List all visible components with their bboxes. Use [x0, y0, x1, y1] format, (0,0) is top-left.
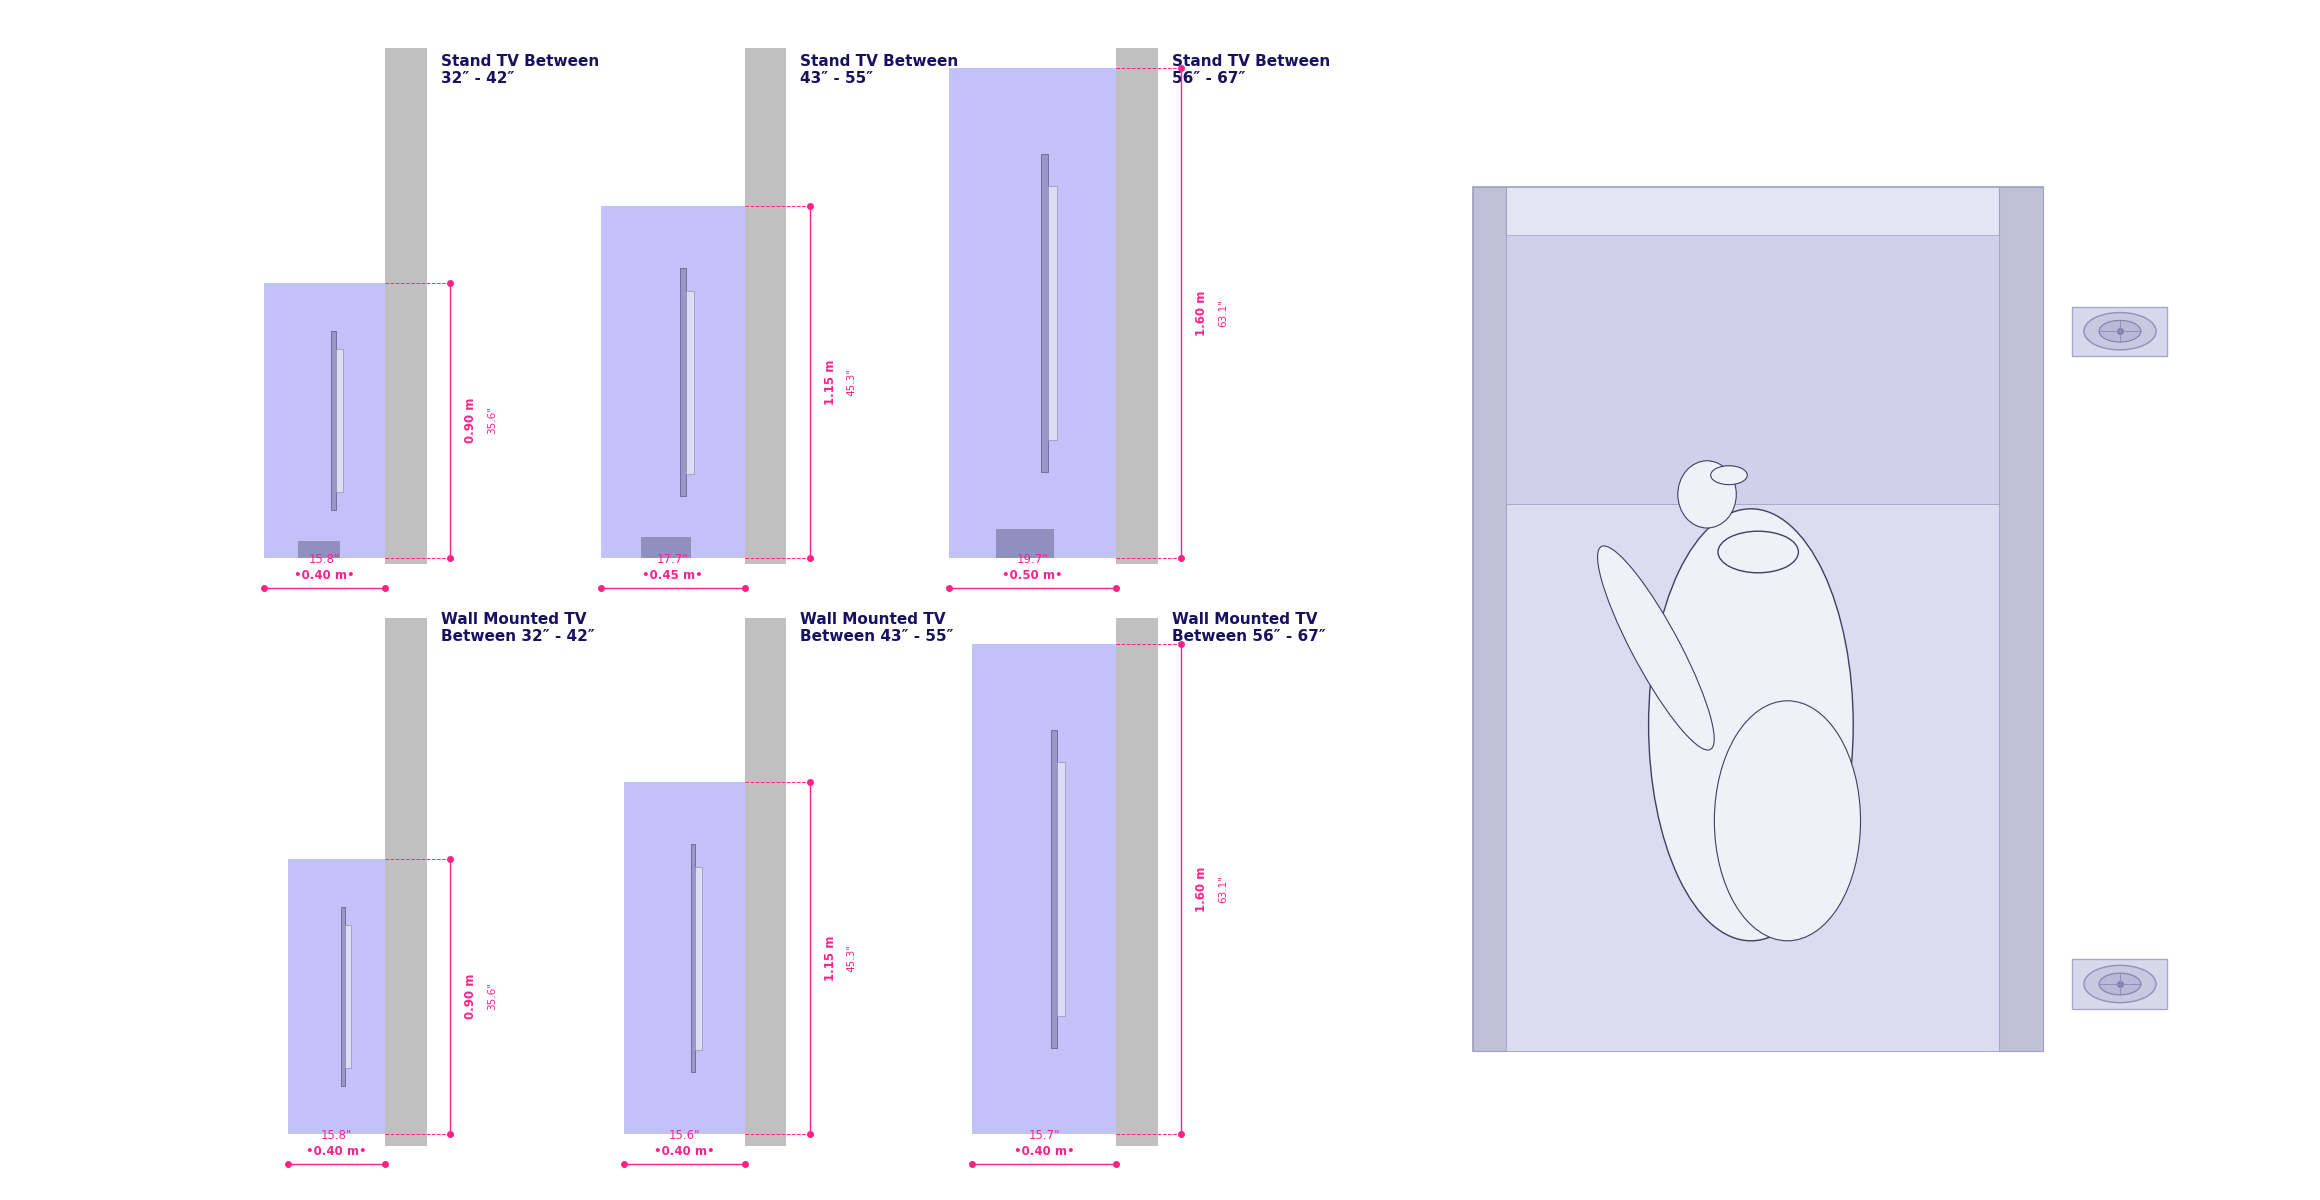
Bar — [2000, 187, 2044, 1051]
Bar — [346, 925, 350, 1068]
Text: 35.6": 35.6" — [487, 407, 496, 434]
Text: •0.50 m•: •0.50 m• — [1002, 569, 1063, 582]
Bar — [995, 529, 1053, 558]
Circle shape — [2100, 973, 2141, 995]
Text: Wall Mounted TV
Between 56″ - 67″: Wall Mounted TV Between 56″ - 67″ — [1172, 612, 1325, 644]
Text: Stand TV Between
56″ - 67″: Stand TV Between 56″ - 67″ — [1172, 54, 1329, 86]
Text: Stand TV Between
32″ - 42″: Stand TV Between 32″ - 42″ — [441, 54, 599, 86]
Bar — [1042, 154, 1049, 473]
Text: 17.7": 17.7" — [657, 553, 689, 566]
Text: 1.15 m: 1.15 m — [824, 359, 838, 404]
Circle shape — [2083, 965, 2155, 1003]
Circle shape — [2083, 312, 2155, 350]
Text: 63.1": 63.1" — [1218, 875, 1227, 904]
Text: 45.3": 45.3" — [847, 368, 856, 396]
Bar — [687, 290, 694, 474]
Ellipse shape — [1650, 509, 1854, 941]
Ellipse shape — [1598, 546, 1714, 750]
Bar — [691, 844, 696, 1073]
Bar — [1049, 186, 1058, 440]
Bar — [1506, 504, 2000, 1051]
Text: Stand TV Between
43″ - 55″: Stand TV Between 43″ - 55″ — [800, 54, 958, 86]
Text: 19.7": 19.7" — [1016, 553, 1049, 566]
Text: 63.1": 63.1" — [1218, 299, 1227, 328]
Text: 1.60 m: 1.60 m — [1195, 290, 1209, 336]
Bar — [2072, 307, 2167, 355]
Bar — [1058, 762, 1065, 1016]
Bar — [332, 331, 336, 510]
Bar — [640, 536, 691, 558]
Text: 1.60 m: 1.60 m — [1195, 866, 1209, 912]
Bar — [949, 68, 1116, 558]
Bar — [696, 866, 703, 1050]
Text: 15.6": 15.6" — [668, 1129, 701, 1142]
Text: Wall Mounted TV
Between 43″ - 55″: Wall Mounted TV Between 43″ - 55″ — [800, 612, 954, 644]
Text: 0.90 m: 0.90 m — [464, 973, 478, 1019]
Bar — [385, 48, 427, 564]
Bar — [288, 859, 385, 1134]
Bar — [336, 349, 343, 492]
Text: 0.90 m: 0.90 m — [464, 397, 478, 443]
Bar — [264, 282, 385, 558]
Bar — [385, 618, 427, 1146]
Bar — [2072, 960, 2167, 1008]
Bar — [972, 644, 1116, 1134]
Text: 15.8": 15.8" — [309, 553, 341, 566]
Circle shape — [1710, 466, 1747, 485]
Text: Wall Mounted TV
Between 32″ - 42″: Wall Mounted TV Between 32″ - 42″ — [441, 612, 594, 644]
Bar — [745, 618, 786, 1146]
Bar — [1473, 187, 1506, 1051]
Bar — [1473, 187, 2044, 1051]
Bar — [1116, 48, 1158, 564]
Ellipse shape — [1714, 701, 1861, 941]
Ellipse shape — [1677, 461, 1735, 528]
Bar — [624, 782, 745, 1134]
Bar — [299, 541, 341, 558]
Text: •0.40 m•: •0.40 m• — [295, 569, 355, 582]
Bar — [341, 907, 346, 1086]
Bar — [745, 48, 786, 564]
Bar — [1116, 618, 1158, 1146]
Bar — [680, 268, 687, 497]
Text: 45.3": 45.3" — [847, 944, 856, 972]
Bar — [601, 206, 745, 558]
Circle shape — [2100, 320, 2141, 342]
Text: •0.40 m•: •0.40 m• — [306, 1145, 367, 1158]
Text: •0.45 m•: •0.45 m• — [643, 569, 703, 582]
Text: 35.6": 35.6" — [487, 983, 496, 1010]
Text: 1.15 m: 1.15 m — [824, 935, 838, 980]
Bar — [1051, 730, 1058, 1049]
Text: •0.40 m•: •0.40 m• — [1014, 1145, 1074, 1158]
Circle shape — [1719, 532, 1798, 572]
Bar — [1506, 235, 2000, 504]
Text: •0.40 m•: •0.40 m• — [654, 1145, 715, 1158]
Text: 15.8": 15.8" — [320, 1129, 353, 1142]
Text: 15.7": 15.7" — [1028, 1129, 1060, 1142]
